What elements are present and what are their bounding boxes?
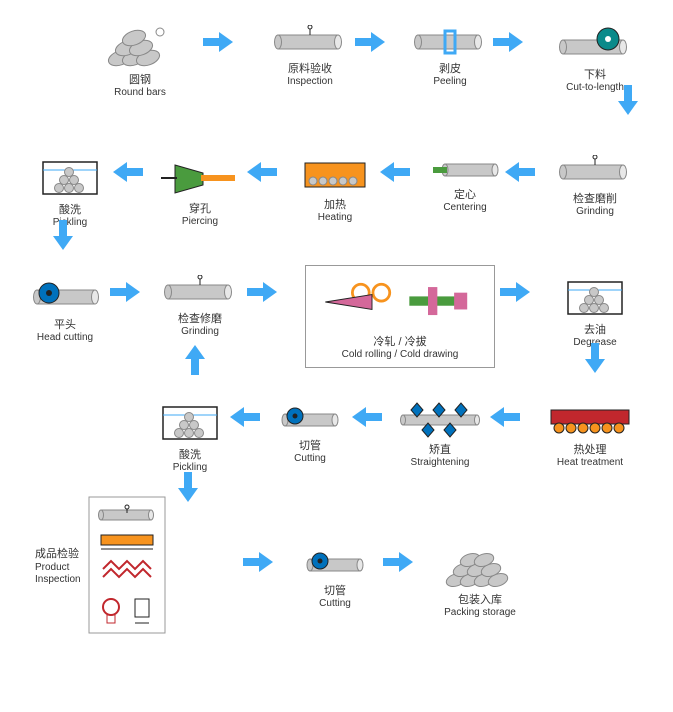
label-cn: 酸洗 bbox=[15, 204, 125, 217]
label-cn: 去油 bbox=[540, 324, 650, 337]
flow-arrow bbox=[383, 552, 413, 572]
step-round-bars: 圆钢Round bars bbox=[85, 20, 195, 99]
label-en: Inspection bbox=[255, 76, 365, 88]
product-inspection-icon bbox=[87, 495, 167, 635]
flow-arrow bbox=[618, 85, 638, 115]
step-degrease: 去油Degrease bbox=[540, 270, 650, 349]
label-cn: 检查磨削 bbox=[540, 193, 650, 206]
label-cn: 检查修磨 bbox=[145, 313, 255, 326]
step-piercing: 穿孔Piercing bbox=[145, 155, 255, 228]
heat-treatment-icon bbox=[535, 400, 645, 440]
label-cn: 切管 bbox=[255, 440, 365, 453]
flow-arrow bbox=[585, 343, 605, 373]
flow-arrow bbox=[178, 472, 198, 502]
cut-to-length-icon bbox=[540, 25, 650, 65]
label-cn: 冷轧 / 冷拔 bbox=[316, 336, 484, 349]
round-bars-icon bbox=[85, 20, 195, 70]
label-en: Grinding bbox=[540, 206, 650, 218]
label-en: Peeling bbox=[395, 76, 505, 88]
flow-arrow bbox=[203, 32, 233, 52]
label-cn: 平头 bbox=[10, 319, 120, 332]
label-en: Piercing bbox=[145, 216, 255, 228]
flow-arrow bbox=[247, 282, 277, 302]
flow-arrow bbox=[380, 162, 410, 182]
step-pickling1: 酸洗Pickling bbox=[15, 150, 125, 229]
step-cutting1: 切管Cutting bbox=[255, 400, 365, 465]
label-cn: 加热 bbox=[280, 199, 390, 212]
centering-icon bbox=[410, 155, 520, 185]
packing-icon bbox=[425, 540, 535, 590]
step-cold-rolling: 冷轧 / 冷拔Cold rolling / Cold drawing bbox=[305, 265, 495, 368]
step-grinding2: 检查修磨Grinding bbox=[145, 275, 255, 338]
step-pickling2: 酸洗Pickling bbox=[135, 395, 245, 474]
flow-arrow bbox=[243, 552, 273, 572]
degrease-icon bbox=[540, 270, 650, 320]
label-en: ProductInspection bbox=[35, 562, 81, 586]
grinding2-icon bbox=[145, 275, 255, 309]
flow-arrow bbox=[505, 162, 535, 182]
label-cn: 包装入库 bbox=[425, 594, 535, 607]
label-cn: 成品检验 bbox=[35, 548, 81, 561]
label-cn: 圆钢 bbox=[85, 74, 195, 87]
label-cn: 定心 bbox=[410, 189, 520, 202]
heating-icon bbox=[280, 155, 390, 195]
label-cn: 原料验收 bbox=[255, 63, 365, 76]
label-cn: 切管 bbox=[280, 585, 390, 598]
head-cutting-icon bbox=[10, 275, 120, 315]
label-en: Round bars bbox=[85, 87, 195, 99]
flow-arrow bbox=[230, 407, 260, 427]
flow-arrow bbox=[352, 407, 382, 427]
inspection-icon bbox=[255, 25, 365, 59]
flow-arrow bbox=[490, 407, 520, 427]
label-cn: 穿孔 bbox=[145, 203, 255, 216]
cold-rolling-icon bbox=[316, 272, 484, 332]
step-straightening: 矫直Straightening bbox=[385, 400, 495, 469]
label-en: Packing storage bbox=[425, 607, 535, 619]
flow-arrow bbox=[113, 162, 143, 182]
step-product-inspection: 成品检验ProductInspection bbox=[35, 495, 235, 639]
flow-arrow bbox=[500, 282, 530, 302]
step-packing: 包装入库Packing storage bbox=[425, 540, 535, 619]
label-cn: 酸洗 bbox=[135, 449, 245, 462]
label-en: Cutting bbox=[280, 598, 390, 610]
label-en: Heating bbox=[280, 212, 390, 224]
pickling2-icon bbox=[135, 395, 245, 445]
grinding1-icon bbox=[540, 155, 650, 189]
cutting2-icon bbox=[280, 545, 390, 581]
flow-arrow bbox=[53, 220, 73, 250]
piercing-icon bbox=[145, 155, 255, 199]
label-en: Grinding bbox=[145, 326, 255, 338]
step-inspection: 原料验收Inspection bbox=[255, 25, 365, 88]
flow-arrow bbox=[493, 32, 523, 52]
flow-arrow bbox=[247, 162, 277, 182]
step-heating: 加热Heating bbox=[280, 155, 390, 224]
step-cut-to-length: 下料Cut-to-length bbox=[540, 25, 650, 94]
label-cn: 下料 bbox=[540, 69, 650, 82]
flow-arrow bbox=[355, 32, 385, 52]
cold-rolling-box: 冷轧 / 冷拔Cold rolling / Cold drawing bbox=[305, 265, 495, 368]
step-peeling: 剥皮Peeling bbox=[395, 25, 505, 88]
label-en: Centering bbox=[410, 202, 520, 214]
label-cn: 矫直 bbox=[385, 444, 495, 457]
label-cn: 剥皮 bbox=[395, 63, 505, 76]
step-grinding1: 检查磨削Grinding bbox=[540, 155, 650, 218]
straightening-icon bbox=[385, 400, 495, 440]
label-en: Cold rolling / Cold drawing bbox=[316, 349, 484, 361]
step-heat-treatment: 热处理Heat treatment bbox=[535, 400, 645, 469]
label-en: Straightening bbox=[385, 457, 495, 469]
label-en: Head cutting bbox=[10, 332, 120, 344]
peeling-icon bbox=[395, 25, 505, 59]
step-head-cutting: 平头Head cutting bbox=[10, 275, 120, 344]
pickling1-icon bbox=[15, 150, 125, 200]
flow-arrow bbox=[185, 345, 205, 375]
label-en: Cutting bbox=[255, 453, 365, 465]
step-centering: 定心Centering bbox=[410, 155, 520, 214]
label-cn: 热处理 bbox=[535, 444, 645, 457]
label-en: Heat treatment bbox=[535, 457, 645, 469]
flow-arrow bbox=[110, 282, 140, 302]
cutting1-icon bbox=[255, 400, 365, 436]
step-cutting2: 切管Cutting bbox=[280, 545, 390, 610]
